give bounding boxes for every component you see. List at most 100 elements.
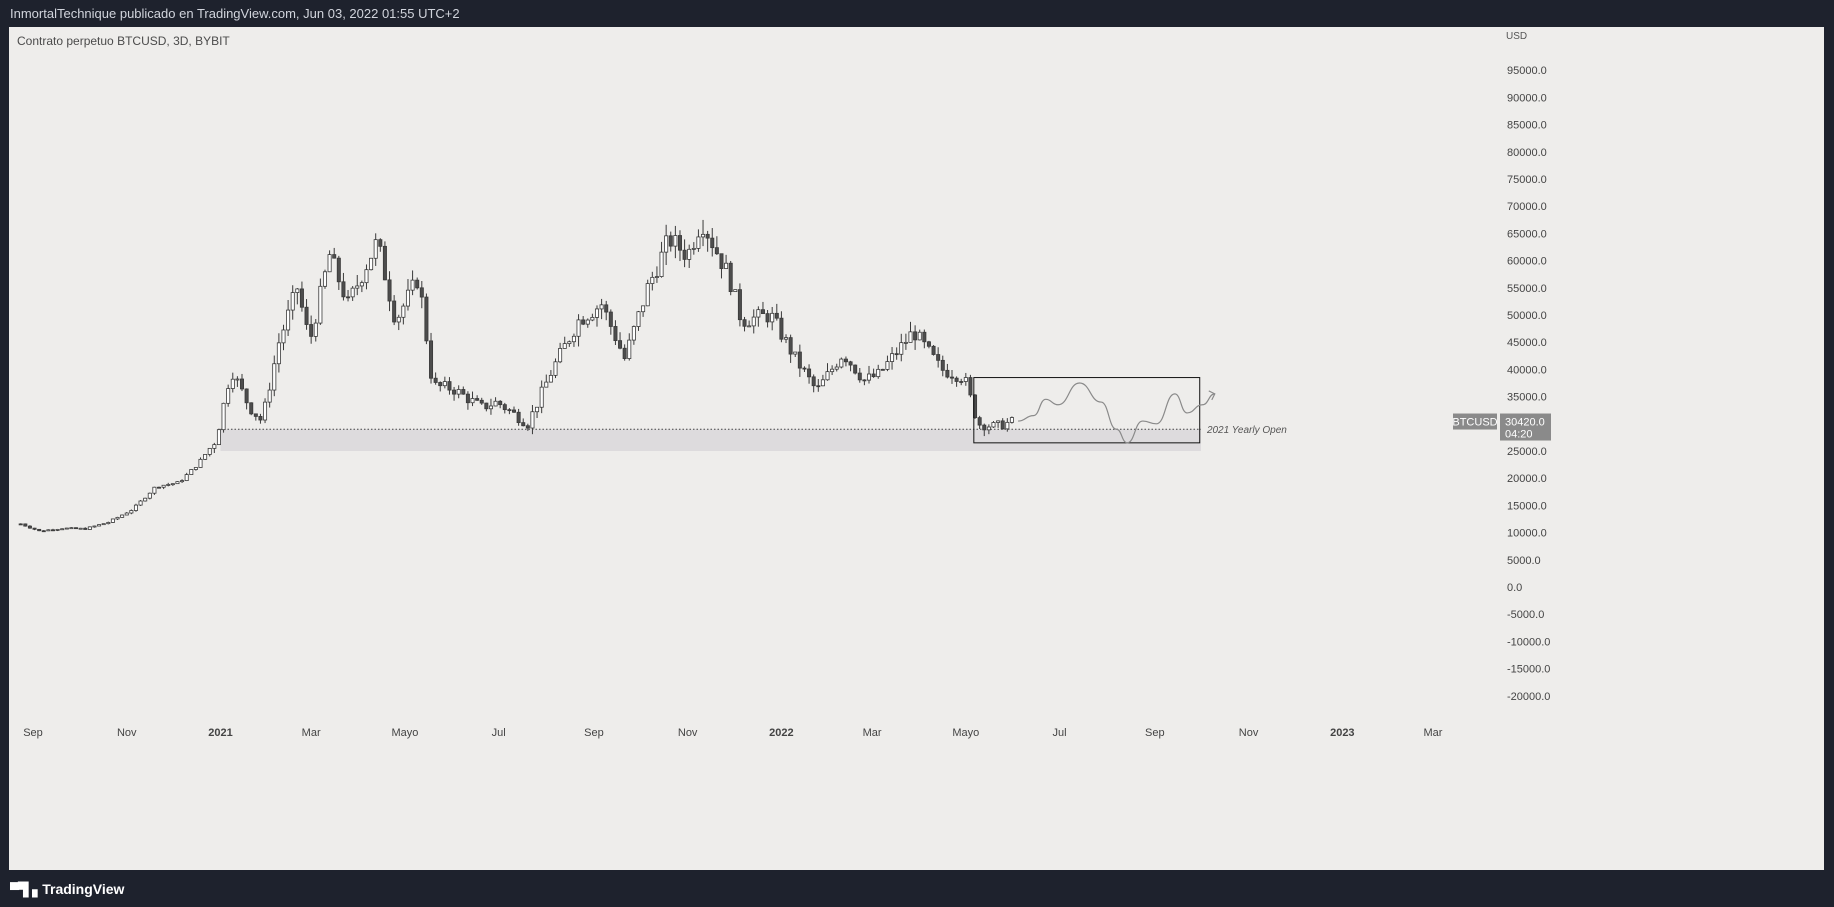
candle-body[interactable] — [157, 486, 162, 489]
candle-body[interactable] — [166, 484, 171, 486]
candle-body[interactable] — [364, 269, 369, 284]
candle-body[interactable] — [802, 367, 807, 370]
candle-body[interactable] — [382, 245, 387, 281]
candle-body[interactable] — [843, 358, 848, 363]
candle-body[interactable] — [267, 389, 272, 403]
candle-body[interactable] — [493, 400, 498, 407]
candle-body[interactable] — [535, 406, 540, 413]
candle-body[interactable] — [525, 425, 530, 429]
candle-body[interactable] — [189, 469, 194, 475]
candle-body[interactable] — [115, 516, 120, 520]
candle-body[interactable] — [461, 389, 466, 395]
candle-body[interactable] — [917, 331, 922, 341]
candle-body[interactable] — [41, 530, 46, 533]
candle-body[interactable] — [945, 369, 950, 378]
candle-body[interactable] — [936, 354, 941, 361]
candle-body[interactable] — [867, 373, 872, 381]
candle-body[interactable] — [221, 402, 226, 431]
candle-body[interactable] — [290, 292, 295, 311]
candle-body[interactable] — [894, 353, 899, 356]
candle-body[interactable] — [599, 304, 604, 310]
candle-body[interactable] — [788, 337, 793, 355]
candle-body[interactable] — [581, 319, 586, 325]
candle-body[interactable] — [793, 351, 798, 355]
candle-body[interactable] — [147, 492, 152, 499]
candle-body[interactable] — [885, 361, 890, 370]
candle-body[interactable] — [378, 239, 383, 247]
candle-body[interactable] — [631, 326, 636, 341]
candle-body[interactable] — [627, 339, 632, 359]
candle-body[interactable] — [807, 368, 812, 378]
candle-body[interactable] — [996, 420, 1001, 423]
candle-body[interactable] — [442, 381, 447, 387]
candle-body[interactable] — [27, 525, 32, 529]
candle-body[interactable] — [46, 529, 51, 532]
candle-body[interactable] — [926, 341, 931, 347]
candle-body[interactable] — [240, 378, 245, 390]
candle-body[interactable] — [475, 398, 480, 401]
candle-body[interactable] — [216, 429, 221, 446]
candle-body[interactable] — [387, 279, 392, 302]
candle-body[interactable] — [544, 381, 549, 388]
candle-body[interactable] — [779, 317, 784, 340]
candle-body[interactable] — [97, 524, 102, 527]
candle-body[interactable] — [590, 316, 595, 321]
candle-body[interactable] — [456, 389, 461, 395]
candle-body[interactable] — [636, 311, 641, 327]
candle-body[interactable] — [207, 447, 212, 455]
candle-body[interactable] — [548, 374, 553, 383]
projection-path[interactable] — [1018, 382, 1215, 444]
candle-body[interactable] — [839, 358, 844, 368]
candle-body[interactable] — [797, 351, 802, 369]
candle-body[interactable] — [249, 402, 254, 415]
candle-body[interactable] — [230, 378, 235, 389]
candle-body[interactable] — [488, 405, 493, 410]
candle-body[interactable] — [110, 518, 115, 523]
candle-body[interactable] — [903, 341, 908, 344]
candle-body[interactable] — [263, 401, 268, 421]
candle-body[interactable] — [170, 483, 175, 486]
candle-body[interactable] — [571, 335, 576, 343]
candle-body[interactable] — [848, 361, 853, 366]
candle-body[interactable] — [253, 413, 258, 417]
candle-body[interactable] — [737, 289, 742, 321]
candle-body[interactable] — [664, 235, 669, 253]
candle-body[interactable] — [747, 325, 752, 328]
candle-body[interactable] — [963, 377, 968, 382]
candle-body[interactable] — [724, 262, 729, 269]
candle-body[interactable] — [452, 389, 457, 395]
candle-body[interactable] — [161, 484, 166, 488]
support-zone[interactable] — [220, 429, 1201, 451]
candle-body[interactable] — [959, 381, 964, 383]
candle-body[interactable] — [299, 288, 304, 308]
candle-body[interactable] — [392, 300, 397, 323]
candle-body[interactable] — [1009, 417, 1014, 423]
candle-body[interactable] — [101, 523, 106, 526]
candle-body[interactable] — [133, 504, 138, 511]
candle-body[interactable] — [594, 308, 599, 318]
candle-body[interactable] — [705, 233, 710, 239]
candle-body[interactable] — [502, 404, 507, 411]
candle-body[interactable] — [880, 368, 885, 371]
chart-area[interactable]: USD 95000.0 90000.0 85000.0 80000.0 75000.0 70… — [9, 27, 1824, 870]
candle-body[interactable] — [922, 331, 927, 343]
candle-body[interactable] — [346, 296, 351, 299]
candle-body[interactable] — [954, 377, 959, 382]
candle-body[interactable] — [687, 248, 692, 260]
candle-body[interactable] — [235, 378, 240, 381]
candle-body[interactable] — [318, 285, 323, 324]
candle-body[interactable] — [784, 337, 789, 340]
candle-body[interactable] — [498, 400, 503, 406]
price-axis[interactable] — [1497, 27, 1824, 870]
candle-body[interactable] — [682, 249, 687, 260]
candle-body[interactable] — [834, 366, 839, 370]
candle-body[interactable] — [825, 371, 830, 381]
candle-body[interactable] — [530, 411, 535, 429]
candle-body[interactable] — [212, 444, 217, 449]
candle-body[interactable] — [742, 319, 747, 327]
candle-body[interactable] — [138, 500, 143, 506]
candle-body[interactable] — [203, 454, 208, 460]
candle-body[interactable] — [286, 309, 291, 331]
candle-body[interactable] — [811, 376, 816, 387]
candle-body[interactable] — [507, 409, 512, 412]
